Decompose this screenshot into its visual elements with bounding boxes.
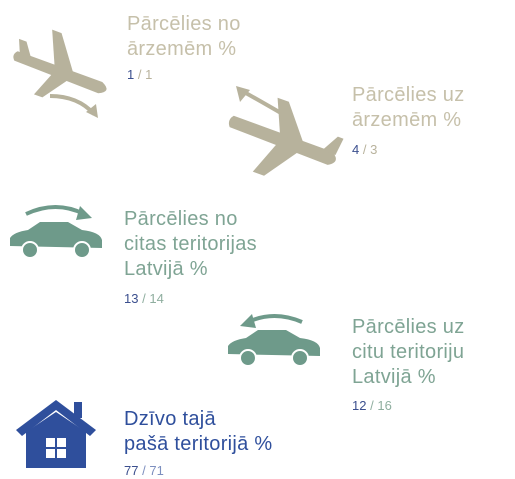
- separator: /: [370, 398, 374, 413]
- item-label: Pārcēlies no citas teritorijas Latvijā %: [124, 207, 257, 282]
- label-line: citu teritoriju: [352, 341, 465, 363]
- separator: /: [137, 67, 142, 82]
- label-line: ārzemēm %: [127, 38, 237, 60]
- first-value: 77: [124, 463, 139, 478]
- item-values: 13 / 14: [124, 291, 164, 306]
- second-value: 16: [377, 398, 392, 413]
- second-value: 14: [149, 291, 164, 306]
- label-line: citas teritorijas: [124, 233, 257, 255]
- first-value: 4: [352, 142, 360, 157]
- plane-icon: [228, 86, 344, 176]
- label-line: Latvijā %: [124, 258, 208, 280]
- item-values: 12 / 16: [352, 398, 392, 413]
- label-line: Dzīvo tajā: [124, 408, 216, 430]
- second-value: 1: [145, 67, 153, 82]
- second-value: 71: [149, 463, 164, 478]
- car-icon: [228, 314, 320, 367]
- item-label: Pārcēlies uz citu teritoriju Latvijā %: [352, 315, 465, 390]
- label-line: Latvijā %: [352, 366, 436, 388]
- item-values: 1 / 1: [127, 67, 152, 82]
- label-line: ārzemēm %: [352, 109, 462, 131]
- item-values: 77 / 71: [124, 463, 164, 478]
- separator: /: [142, 291, 146, 306]
- item-label: Pārcēlies no ārzemēm %: [127, 12, 241, 62]
- label-line: Pārcēlies no: [127, 13, 241, 35]
- first-value: 12: [352, 398, 367, 413]
- label-line: pašā teritorijā %: [124, 433, 273, 455]
- item-label: Pārcēlies uz ārzemēm %: [352, 83, 465, 133]
- label-line: Pārcēlies uz: [352, 84, 465, 106]
- label-line: Pārcēlies uz: [352, 316, 465, 338]
- second-value: 3: [370, 142, 378, 157]
- house-icon: [16, 400, 96, 468]
- first-value: 1: [127, 67, 135, 82]
- first-value: 13: [124, 291, 139, 306]
- item-label: Dzīvo tajā pašā teritorijā %: [124, 407, 273, 457]
- label-line: Pārcēlies no: [124, 208, 238, 230]
- separator: /: [142, 463, 146, 478]
- car-icon: [10, 205, 102, 259]
- item-values: 4 / 3: [352, 142, 377, 157]
- plane-icon: [13, 29, 107, 118]
- separator: /: [362, 142, 367, 157]
